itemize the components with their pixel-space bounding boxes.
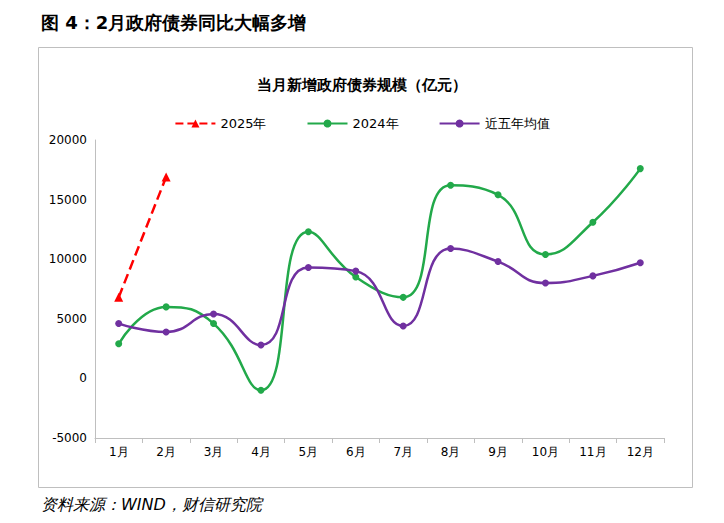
svg-text:2月: 2月 xyxy=(156,445,176,459)
svg-text:11月: 11月 xyxy=(579,445,606,459)
svg-text:6月: 6月 xyxy=(346,445,366,459)
svg-text:3月: 3月 xyxy=(204,445,224,459)
svg-text:0: 0 xyxy=(79,371,87,385)
svg-text:1月: 1月 xyxy=(109,445,129,459)
svg-text:-5000: -5000 xyxy=(52,431,87,445)
svg-text:9月: 9月 xyxy=(488,445,508,459)
svg-text:15000: 15000 xyxy=(49,193,87,207)
svg-text:5000: 5000 xyxy=(56,312,87,326)
svg-text:5月: 5月 xyxy=(299,445,319,459)
svg-text:当月新增政府债券规模（亿元）: 当月新增政府债券规模（亿元） xyxy=(257,76,467,94)
svg-text:10月: 10月 xyxy=(532,445,559,459)
svg-text:12月: 12月 xyxy=(627,445,654,459)
svg-text:4月: 4月 xyxy=(251,445,271,459)
svg-text:资料来源：WIND，财信研究院: 资料来源：WIND，财信研究院 xyxy=(41,495,264,514)
svg-text:20000: 20000 xyxy=(49,133,87,147)
svg-text:图 4：2月政府债券同比大幅多增: 图 4：2月政府债券同比大幅多增 xyxy=(41,12,306,33)
svg-text:7月: 7月 xyxy=(393,445,413,459)
svg-text:2025年: 2025年 xyxy=(220,116,266,131)
svg-text:8月: 8月 xyxy=(441,445,461,459)
svg-text:10000: 10000 xyxy=(49,252,87,266)
svg-text:2024年: 2024年 xyxy=(353,116,399,131)
svg-text:近五年均值: 近五年均值 xyxy=(485,116,550,131)
